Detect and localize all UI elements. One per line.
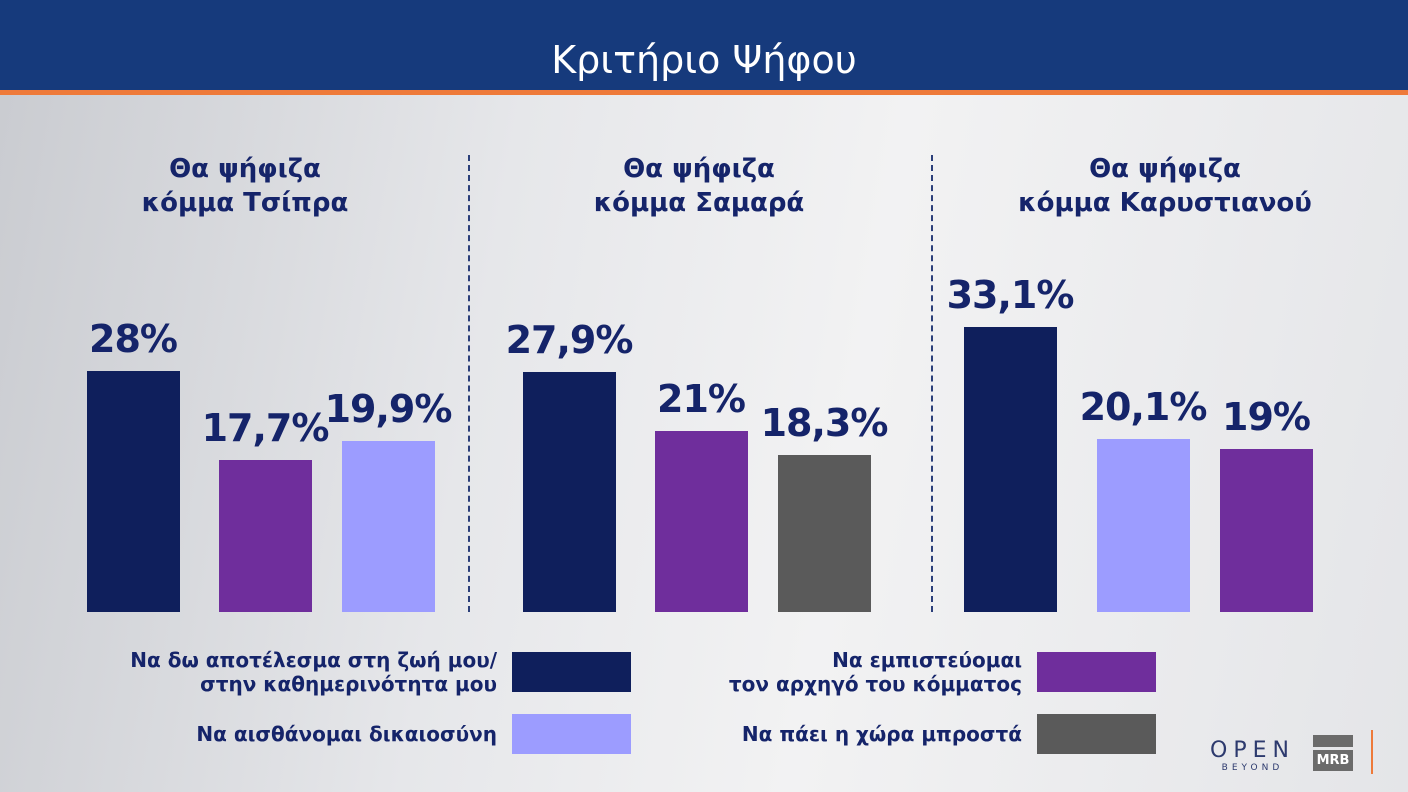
bar-value-label: 17,7% bbox=[201, 405, 330, 450]
group-title-line: κόμμα Σαμαρά bbox=[593, 188, 805, 218]
group-title-samaras: Θα ψήφιζα κόμμα Σαμαρά bbox=[509, 152, 889, 220]
bar-value-label: 33,1% bbox=[946, 273, 1075, 318]
legend-swatch-trust-leader bbox=[1037, 652, 1156, 692]
bar bbox=[655, 431, 748, 612]
group-title-tsipras: Θα ψήφιζα κόμμα Τσίπρα bbox=[55, 152, 435, 220]
group-title-line: κόμμα Καρυστιανού bbox=[1018, 188, 1312, 218]
legend-swatch-result bbox=[512, 652, 631, 692]
bar bbox=[219, 459, 312, 612]
bar-value-label: 19% bbox=[1222, 394, 1311, 439]
legend-label-country-forward: Να πάει η χώρα μπροστά bbox=[741, 722, 1022, 746]
group-title-karystianou: Θα ψήφιζα κόμμα Καρυστιανού bbox=[975, 152, 1355, 220]
bar-value-label: 28% bbox=[89, 317, 178, 362]
bar-value-label: 27,9% bbox=[505, 318, 634, 363]
group-title-line: Θα ψήφιζα bbox=[623, 154, 775, 184]
legend-line: Να εμπιστεύομαι bbox=[832, 648, 1022, 672]
legend-label-trust-leader: Να εμπιστεύομαι τον αρχηγό του κόμματος bbox=[729, 648, 1022, 696]
mrb-logo: MRB bbox=[1313, 735, 1353, 771]
bar bbox=[87, 371, 180, 612]
group-divider bbox=[468, 155, 470, 612]
legend-swatch-justice bbox=[512, 714, 631, 754]
legend-swatch-country-forward bbox=[1037, 714, 1156, 754]
group-title-line: κόμμα Τσίπρα bbox=[141, 188, 349, 218]
bar-value-label: 18,3% bbox=[760, 400, 889, 445]
legend-line: τον αρχηγό του κόμματος bbox=[728, 672, 1022, 696]
bar-value-label: 21% bbox=[657, 377, 746, 422]
bar bbox=[342, 440, 435, 612]
logo-subtext: BEYOND bbox=[1221, 763, 1284, 773]
group-title-line: Θα ψήφιζα bbox=[1089, 154, 1241, 184]
legend-line: στην καθημερινότητα μου bbox=[200, 672, 497, 696]
bar bbox=[964, 327, 1057, 612]
page-title: Κριτήριο Ψήφου bbox=[551, 38, 857, 82]
header-accent-line bbox=[0, 90, 1408, 95]
bar bbox=[1097, 439, 1190, 612]
group-divider bbox=[931, 155, 933, 612]
logo-accent-line bbox=[1371, 730, 1373, 774]
legend-label-result: Να δω αποτέλεσμα στη ζωή μου/ στην καθημ… bbox=[130, 648, 497, 696]
logo-text: MRB bbox=[1313, 750, 1353, 771]
bar-value-label: 20,1% bbox=[1079, 385, 1208, 430]
legend-line: Να δω αποτέλεσμα στη ζωή μου/ bbox=[130, 648, 497, 672]
bar bbox=[778, 454, 871, 612]
open-beyond-logo: OPEN BEYOND bbox=[1210, 738, 1295, 773]
logo-text: OPEN bbox=[1210, 738, 1295, 763]
group-title-line: Θα ψήφιζα bbox=[169, 154, 321, 184]
bar bbox=[523, 372, 616, 612]
legend-label-justice: Να αισθάνομαι δικαιοσύνη bbox=[196, 722, 497, 746]
header-bar bbox=[0, 0, 1408, 90]
bar-value-label: 19,9% bbox=[324, 386, 453, 431]
bar bbox=[1220, 448, 1313, 612]
